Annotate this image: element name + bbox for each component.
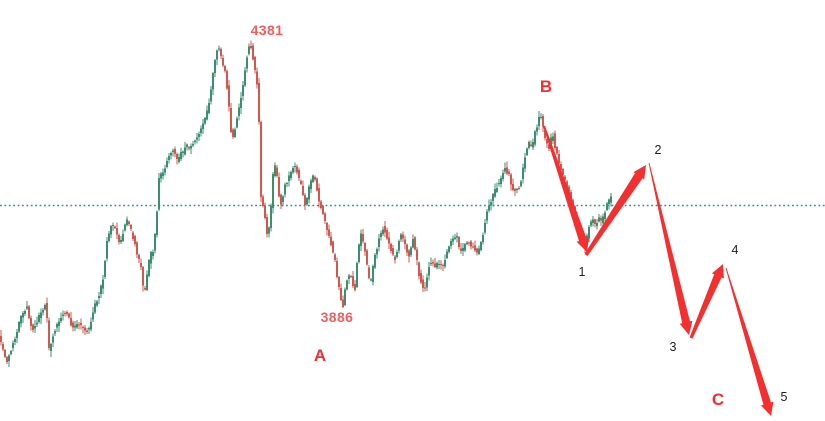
arrow-b-to-1: [543, 125, 589, 252]
arrow-2-to-3: [648, 162, 693, 335]
wave-count-label-4: 4: [731, 243, 739, 257]
candles: [0, 40, 612, 367]
wave-count-label-5: 5: [780, 390, 788, 404]
wave-count-label-3: 3: [669, 340, 677, 354]
wave-count-label-2: 2: [654, 143, 662, 157]
arrow-3-to-4: [689, 264, 724, 339]
wave-label-a: A: [313, 346, 327, 365]
wave-label-c: C: [711, 390, 725, 409]
trend-arrows: [543, 125, 774, 416]
wave-count-label-1: 1: [578, 265, 586, 279]
arrow-4-to-5: [725, 267, 774, 416]
arrow-1-to-2: [584, 165, 646, 256]
price-label-4381: 4381: [250, 22, 284, 38]
price-label-3886: 3886: [320, 309, 354, 325]
wave-label-b: B: [539, 77, 553, 96]
